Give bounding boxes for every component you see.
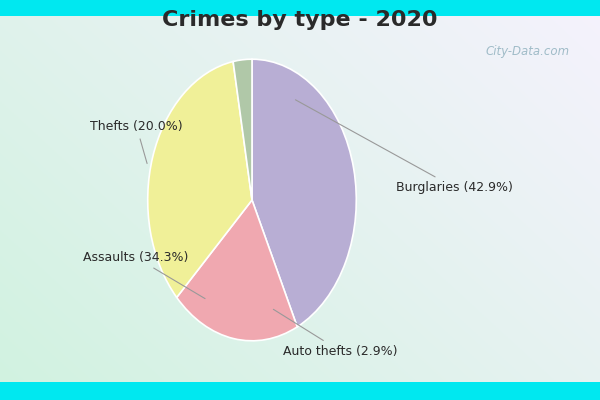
Text: Crimes by type - 2020: Crimes by type - 2020	[162, 10, 438, 30]
Text: Assaults (34.3%): Assaults (34.3%)	[83, 251, 205, 299]
Wedge shape	[148, 62, 252, 298]
Text: Burglaries (42.9%): Burglaries (42.9%)	[295, 100, 513, 194]
Text: City-Data.com: City-Data.com	[486, 46, 570, 58]
Text: Auto thefts (2.9%): Auto thefts (2.9%)	[274, 309, 398, 358]
Wedge shape	[233, 59, 252, 200]
Text: Thefts (20.0%): Thefts (20.0%)	[91, 120, 183, 164]
Wedge shape	[177, 200, 297, 341]
Wedge shape	[252, 59, 356, 327]
